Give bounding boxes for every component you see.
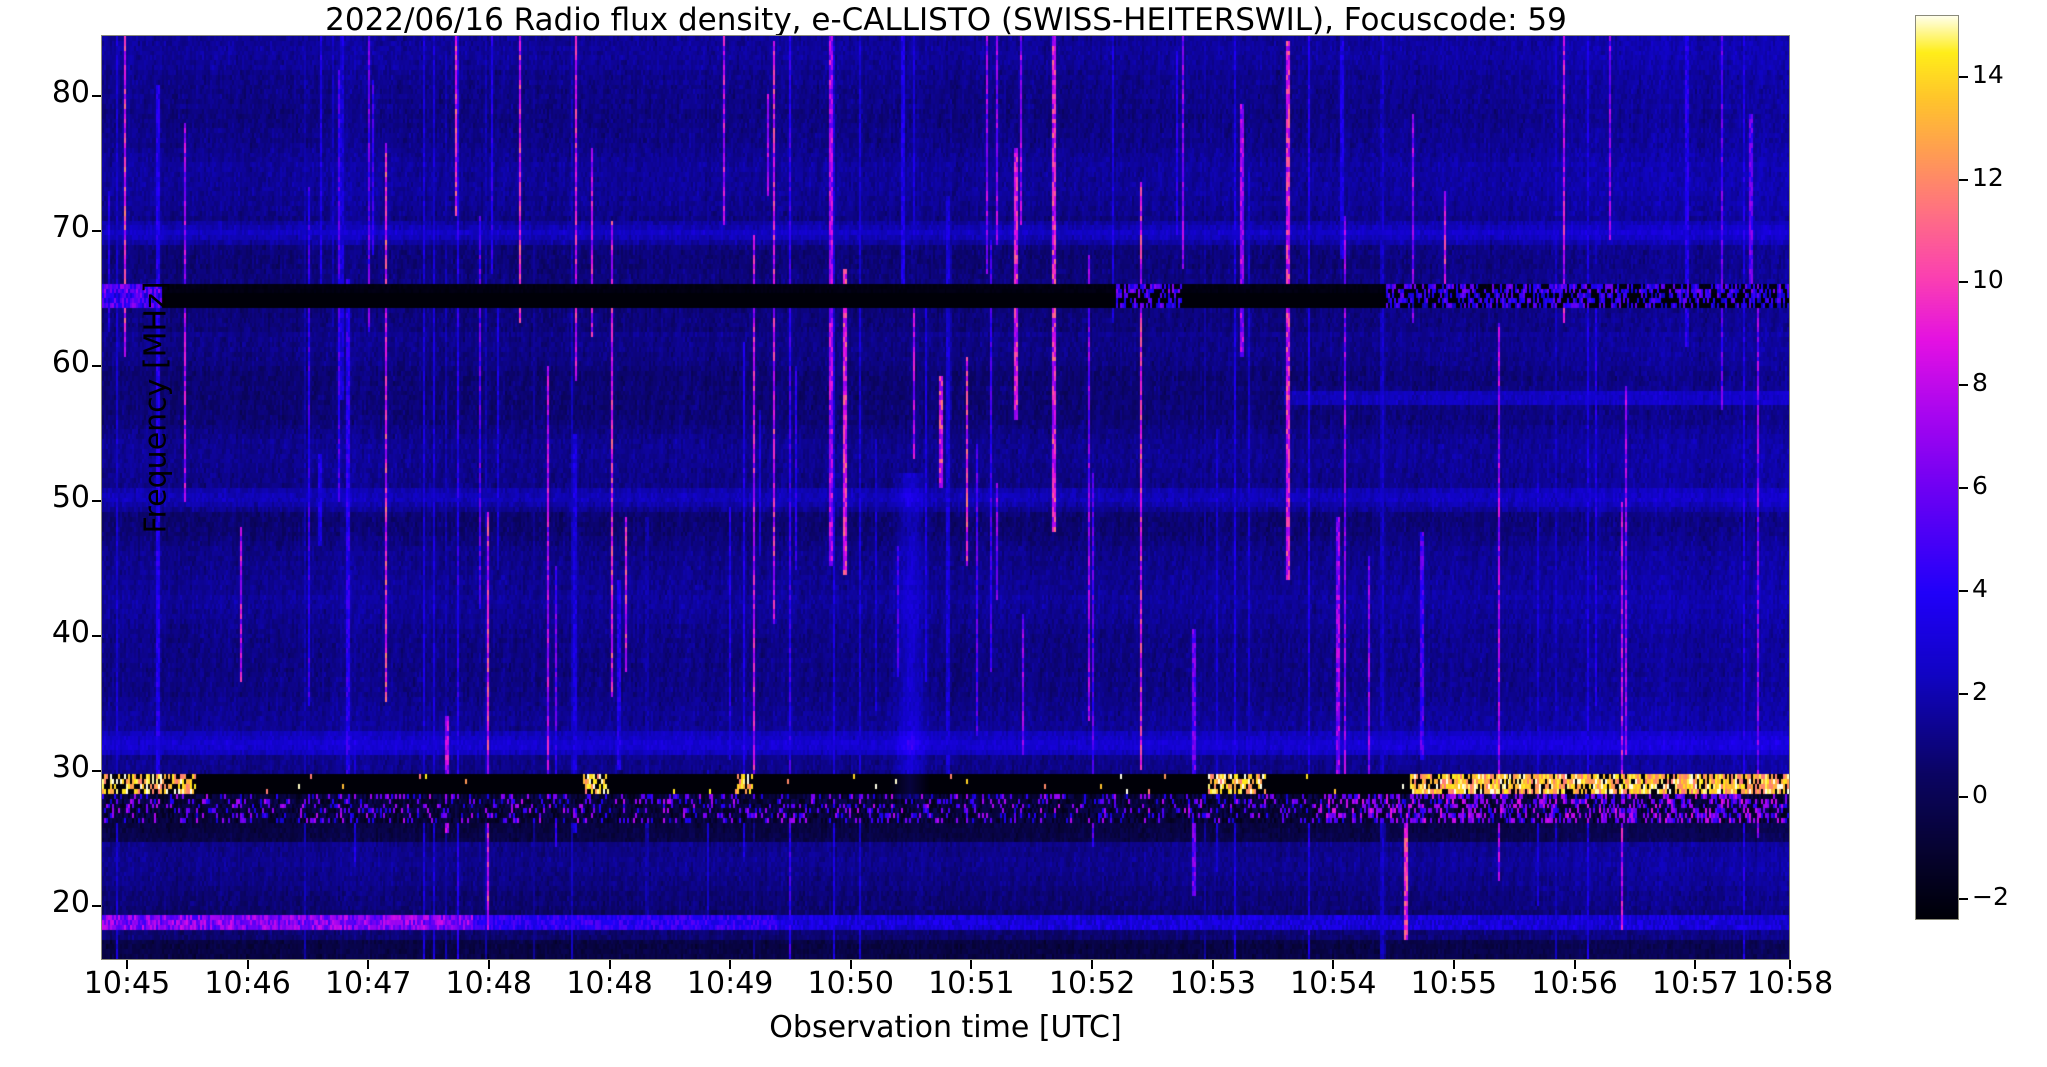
x-tick-label: 10:46 bbox=[204, 966, 291, 1001]
colorbar-tick-label: 10 bbox=[1972, 265, 2004, 295]
colorbar-tick-mark bbox=[1959, 795, 1968, 798]
y-tick-mark bbox=[92, 904, 101, 907]
y-tick-label: 30 bbox=[51, 749, 90, 785]
colorbar-tick-mark bbox=[1959, 692, 1968, 695]
x-tick-mark bbox=[1573, 960, 1576, 969]
x-tick-label: 10:47 bbox=[324, 966, 412, 1001]
colorbar-tick-mark bbox=[1959, 178, 1968, 181]
spectrogram-heatmap bbox=[102, 36, 1789, 959]
colorbar-tick-label: 0 bbox=[1972, 779, 1988, 809]
x-tick-mark bbox=[1091, 960, 1094, 969]
x-tick-mark bbox=[367, 960, 370, 969]
x-tick-label: 10:51 bbox=[928, 966, 1015, 1001]
y-tick-mark bbox=[92, 634, 101, 637]
colorbar-tick-label: 2 bbox=[1972, 676, 1988, 706]
colorbar-tick-label: 12 bbox=[1972, 162, 2004, 192]
x-axis-label: Observation time [UTC] bbox=[769, 1010, 1122, 1045]
y-tick-mark bbox=[92, 769, 101, 772]
y-axis-label: Frequency [MHz] bbox=[138, 281, 174, 534]
x-tick-mark bbox=[1452, 960, 1455, 969]
y-tick-mark bbox=[92, 229, 101, 232]
colorbar-tick-label: −2 bbox=[1972, 882, 2009, 912]
y-tick-label: 70 bbox=[51, 209, 90, 245]
x-tick-label: 10:50 bbox=[807, 966, 894, 1001]
x-tick-label: 10:57 bbox=[1652, 966, 1739, 1001]
x-tick-mark bbox=[849, 960, 852, 969]
x-tick-label: 10:48 bbox=[566, 966, 653, 1001]
spectrogram-axes bbox=[101, 35, 1790, 960]
x-tick-mark bbox=[970, 960, 973, 969]
y-tick-label: 40 bbox=[51, 614, 90, 650]
x-tick-mark bbox=[1332, 960, 1335, 969]
colorbar-tick-mark bbox=[1959, 898, 1968, 901]
colorbar-tick-label: 6 bbox=[1972, 471, 1988, 501]
x-tick-label: 10:52 bbox=[1048, 966, 1136, 1001]
y-tick-mark bbox=[92, 364, 101, 367]
x-tick-mark bbox=[1789, 960, 1791, 969]
y-tick-label: 20 bbox=[51, 884, 90, 920]
x-tick-mark bbox=[729, 960, 732, 969]
x-tick-mark bbox=[487, 960, 490, 969]
x-tick-label: 10:49 bbox=[686, 966, 774, 1001]
x-tick-label: 10:53 bbox=[1169, 966, 1256, 1001]
x-tick-mark bbox=[246, 960, 249, 969]
y-tick-mark bbox=[92, 94, 101, 97]
colorbar-gradient bbox=[1916, 16, 1958, 919]
x-tick-label: 10:45 bbox=[83, 966, 171, 1001]
colorbar-tick-label: 14 bbox=[1972, 59, 2004, 89]
page-title: 2022/06/16 Radio flux density, e-CALLIST… bbox=[325, 2, 1567, 38]
colorbar-tick-label: 4 bbox=[1972, 573, 1988, 603]
colorbar-tick-mark bbox=[1959, 589, 1968, 592]
x-tick-label: 10:58 bbox=[1746, 966, 1834, 1001]
colorbar-tick-mark bbox=[1959, 281, 1968, 284]
x-tick-label: 10:48 bbox=[445, 966, 533, 1001]
y-tick-mark bbox=[92, 499, 101, 502]
x-tick-label: 10:55 bbox=[1410, 966, 1498, 1001]
y-tick-label: 60 bbox=[51, 344, 90, 380]
x-tick-label: 10:56 bbox=[1531, 966, 1618, 1001]
y-tick-label: 50 bbox=[51, 479, 90, 515]
colorbar-tick-label: 8 bbox=[1972, 368, 1988, 398]
x-tick-mark bbox=[1694, 960, 1697, 969]
colorbar-tick-mark bbox=[1959, 384, 1968, 387]
x-tick-mark bbox=[1211, 960, 1214, 969]
x-tick-mark bbox=[126, 960, 128, 969]
x-tick-label: 10:54 bbox=[1290, 966, 1377, 1001]
colorbar-axes bbox=[1915, 15, 1959, 920]
colorbar-tick-mark bbox=[1959, 75, 1968, 78]
colorbar-tick-mark bbox=[1959, 487, 1968, 490]
y-tick-label: 80 bbox=[51, 74, 90, 110]
x-tick-mark bbox=[608, 960, 611, 969]
